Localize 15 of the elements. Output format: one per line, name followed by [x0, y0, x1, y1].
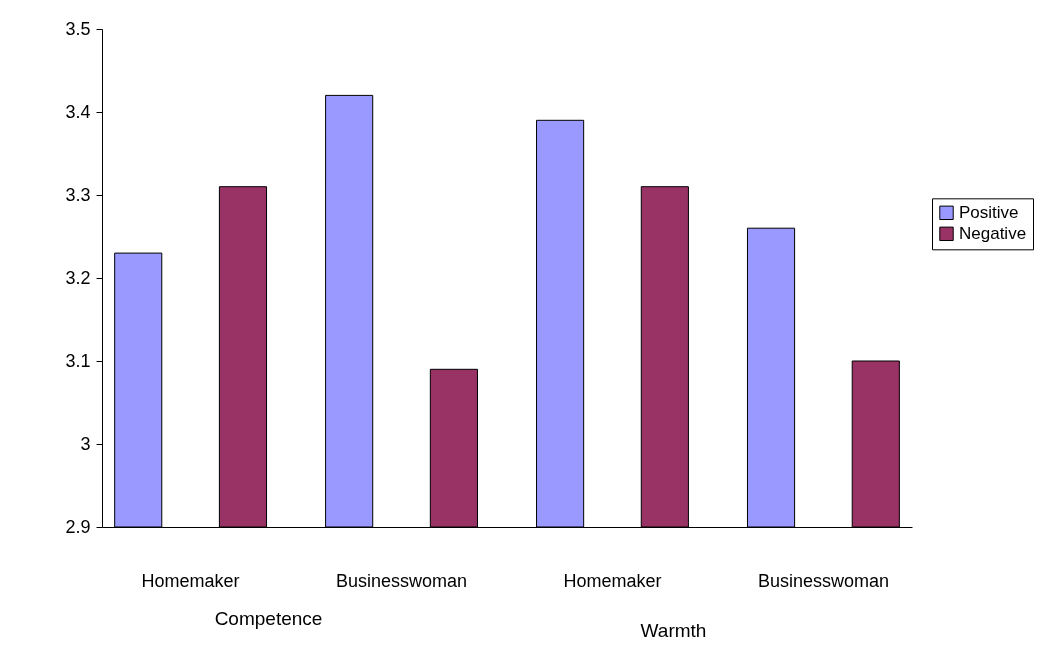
x-tick-label: Businesswoman — [757, 570, 889, 591]
legend-label: Negative — [959, 223, 1027, 243]
legend-label: Positive — [959, 202, 1019, 222]
x-tick-label: Homemaker — [563, 570, 662, 591]
x-tick-label: Homemaker — [141, 570, 240, 591]
y-tick-label: 3.4 — [65, 101, 91, 122]
y-tick-label: 3.2 — [65, 267, 91, 288]
y-tick-label: 3 — [80, 433, 91, 454]
x-tick-label: Businesswoman — [336, 570, 468, 591]
y-tick-label: 3.5 — [65, 18, 91, 39]
text: Warmth — [640, 620, 707, 642]
y-tick-label: 3.3 — [65, 184, 91, 205]
y-tick-label: 2.9 — [65, 516, 91, 537]
y-tick-label: 3.1 — [65, 350, 91, 371]
text: Competence — [214, 608, 323, 630]
